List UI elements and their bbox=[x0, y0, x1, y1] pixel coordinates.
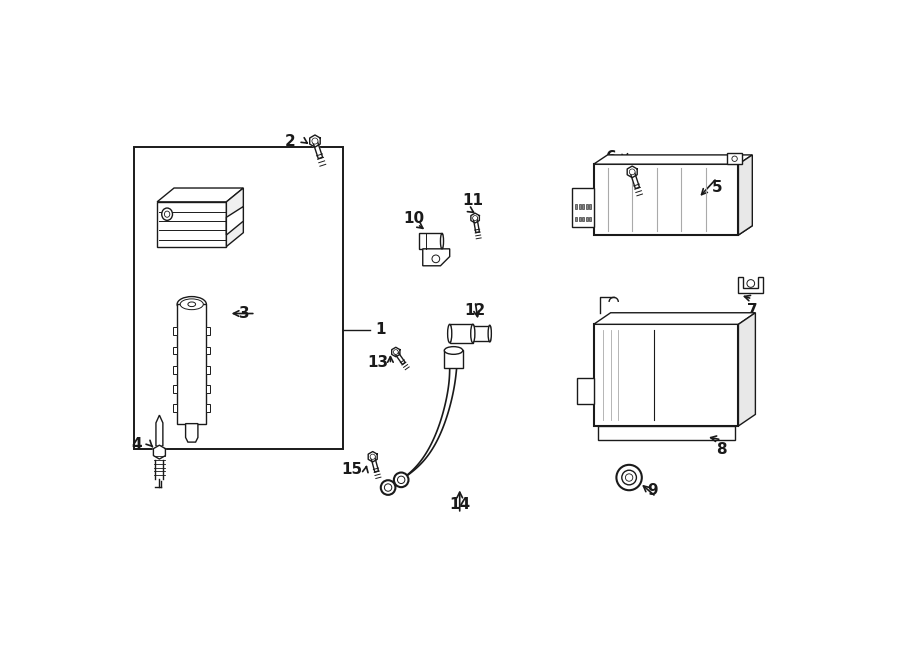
Ellipse shape bbox=[447, 324, 452, 343]
Polygon shape bbox=[158, 188, 243, 202]
Polygon shape bbox=[445, 350, 463, 368]
Polygon shape bbox=[630, 171, 640, 189]
Bar bbox=[579, 204, 580, 209]
Polygon shape bbox=[206, 366, 211, 373]
Polygon shape bbox=[572, 188, 594, 227]
Polygon shape bbox=[594, 226, 752, 235]
Polygon shape bbox=[423, 249, 450, 265]
Circle shape bbox=[616, 465, 642, 491]
Text: 14: 14 bbox=[449, 497, 471, 512]
Polygon shape bbox=[392, 348, 400, 357]
Polygon shape bbox=[313, 140, 322, 159]
Bar bbox=[418, 234, 442, 249]
Bar bbox=[590, 216, 591, 221]
Text: 8: 8 bbox=[716, 442, 727, 457]
Circle shape bbox=[370, 454, 375, 459]
Polygon shape bbox=[371, 456, 379, 472]
Polygon shape bbox=[310, 135, 320, 147]
Ellipse shape bbox=[440, 234, 444, 249]
Circle shape bbox=[626, 474, 633, 481]
Bar bbox=[579, 216, 580, 221]
Text: 9: 9 bbox=[647, 483, 658, 498]
Circle shape bbox=[622, 470, 636, 485]
Polygon shape bbox=[177, 305, 206, 424]
Polygon shape bbox=[206, 328, 211, 335]
Text: 2: 2 bbox=[285, 134, 296, 148]
Text: 13: 13 bbox=[367, 355, 389, 369]
Circle shape bbox=[394, 473, 409, 487]
Polygon shape bbox=[174, 366, 177, 373]
Bar bbox=[582, 204, 584, 209]
Bar bbox=[450, 324, 472, 343]
Circle shape bbox=[312, 138, 318, 144]
Polygon shape bbox=[174, 347, 177, 354]
Polygon shape bbox=[594, 155, 752, 164]
Polygon shape bbox=[738, 277, 763, 293]
Text: 5: 5 bbox=[712, 180, 722, 195]
Polygon shape bbox=[153, 445, 166, 459]
Text: 15: 15 bbox=[341, 462, 363, 477]
Text: 11: 11 bbox=[463, 193, 483, 208]
Ellipse shape bbox=[488, 325, 491, 342]
Bar bbox=[134, 147, 344, 449]
Bar bbox=[575, 216, 577, 221]
Polygon shape bbox=[156, 415, 163, 446]
Circle shape bbox=[381, 480, 395, 495]
Circle shape bbox=[747, 279, 754, 287]
Ellipse shape bbox=[180, 299, 203, 310]
Polygon shape bbox=[471, 213, 480, 223]
Text: 7: 7 bbox=[747, 303, 758, 318]
Polygon shape bbox=[472, 326, 490, 341]
Circle shape bbox=[393, 350, 398, 354]
Bar bbox=[586, 216, 588, 221]
Polygon shape bbox=[185, 424, 198, 442]
Text: 1: 1 bbox=[376, 322, 386, 337]
Polygon shape bbox=[727, 154, 742, 164]
Polygon shape bbox=[174, 385, 177, 393]
Ellipse shape bbox=[177, 297, 206, 312]
Polygon shape bbox=[473, 218, 480, 232]
Bar bbox=[594, 164, 738, 235]
Bar bbox=[586, 204, 588, 209]
Circle shape bbox=[432, 255, 440, 263]
Text: 12: 12 bbox=[464, 303, 486, 318]
Bar bbox=[590, 204, 591, 209]
Polygon shape bbox=[206, 347, 211, 354]
Polygon shape bbox=[227, 188, 243, 246]
Text: 10: 10 bbox=[403, 211, 424, 226]
Polygon shape bbox=[227, 207, 243, 235]
Polygon shape bbox=[206, 404, 211, 412]
Bar bbox=[575, 204, 577, 209]
Bar bbox=[594, 324, 738, 426]
Ellipse shape bbox=[188, 302, 195, 307]
Polygon shape bbox=[627, 166, 637, 177]
Bar bbox=[158, 202, 227, 246]
Ellipse shape bbox=[445, 347, 463, 354]
Polygon shape bbox=[394, 351, 405, 364]
Polygon shape bbox=[206, 385, 211, 393]
Circle shape bbox=[629, 169, 635, 175]
Ellipse shape bbox=[162, 208, 173, 220]
Polygon shape bbox=[174, 328, 177, 335]
Text: 6: 6 bbox=[606, 150, 616, 166]
Circle shape bbox=[732, 156, 737, 162]
Bar bbox=[598, 426, 734, 440]
Ellipse shape bbox=[471, 324, 475, 343]
Circle shape bbox=[384, 484, 392, 491]
Polygon shape bbox=[738, 312, 755, 426]
Circle shape bbox=[398, 476, 405, 483]
Text: 4: 4 bbox=[131, 437, 141, 452]
Polygon shape bbox=[738, 155, 752, 235]
Polygon shape bbox=[577, 378, 594, 404]
Polygon shape bbox=[594, 312, 755, 324]
Ellipse shape bbox=[165, 211, 170, 217]
Circle shape bbox=[472, 216, 478, 220]
Text: 3: 3 bbox=[238, 306, 249, 321]
Polygon shape bbox=[174, 404, 177, 412]
Polygon shape bbox=[368, 451, 377, 462]
Bar bbox=[582, 216, 584, 221]
